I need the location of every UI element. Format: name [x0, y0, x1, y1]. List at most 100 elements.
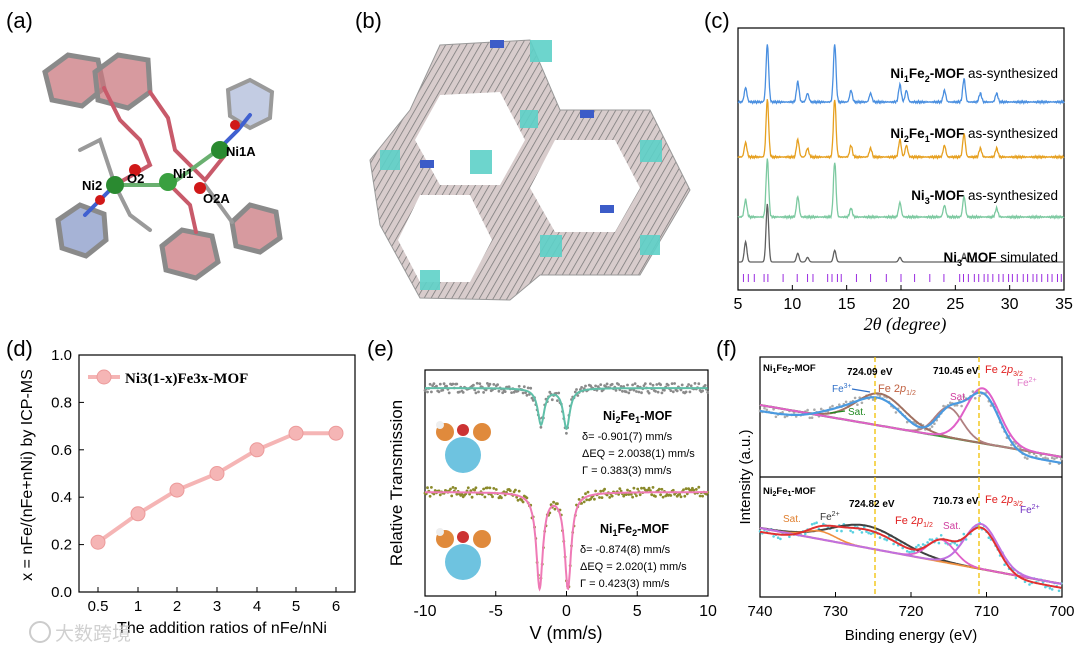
e-fit-1 — [425, 491, 708, 592]
cyan-node-5 — [640, 140, 662, 162]
e-data-point — [455, 382, 459, 386]
e-data-point — [573, 390, 577, 394]
e-data-point — [660, 391, 664, 395]
f-data-point — [844, 400, 848, 404]
e-data-point — [633, 382, 637, 385]
e-data-point — [626, 488, 629, 492]
e-data-point — [649, 489, 652, 492]
e-data-point — [656, 390, 660, 394]
f-data-point — [937, 541, 941, 545]
e-data-point — [694, 488, 698, 491]
f-data-point — [1059, 457, 1063, 461]
e-data-point — [669, 494, 673, 497]
e-xtick-label: 0 — [562, 603, 571, 620]
e-data-point — [435, 384, 438, 388]
f-data-point — [1014, 576, 1018, 580]
f-top-peak1: 724.09 eV — [847, 367, 893, 378]
e-fit-0 — [425, 387, 708, 431]
e-data-point — [474, 486, 478, 490]
f-data-point — [831, 404, 834, 408]
e-data-point — [488, 382, 492, 386]
f-top-arrow-fe3 — [851, 388, 871, 393]
panel-label-a: (a) — [6, 8, 33, 33]
f-data-point — [781, 411, 784, 414]
f-xtick-label: 710 — [974, 603, 999, 620]
e-xtick-label: -10 — [413, 603, 436, 620]
cyan-node-2 — [380, 150, 400, 170]
e-data-point — [680, 383, 684, 387]
e-data-point — [500, 496, 503, 500]
e-data-point — [437, 390, 441, 394]
f-data-point — [930, 538, 934, 541]
f-data-point — [939, 534, 943, 537]
f-data-point — [915, 545, 918, 549]
f-data-point — [1044, 456, 1047, 460]
d-xlabel: The addition ratios of nFe/nNi — [117, 620, 327, 637]
e-data-point — [608, 496, 612, 499]
e-data-point — [492, 383, 496, 386]
f-data-point — [905, 420, 909, 424]
f-data-point — [962, 395, 966, 398]
f-data-point — [867, 531, 870, 535]
e-data-point — [438, 382, 442, 386]
e-data-point — [428, 494, 432, 498]
f-xlabel: Binding energy (eV) — [845, 627, 978, 644]
e-data-point — [678, 492, 682, 496]
e-data-point — [556, 502, 559, 506]
f-data-point — [892, 542, 895, 546]
f-data-point — [1035, 455, 1038, 458]
e-data-point — [531, 399, 535, 402]
f-bot-fe2p12: Fe 2p1/2 — [895, 515, 933, 529]
f-data-point — [953, 541, 957, 545]
d-ytick-group: 0.0 0.2 0.4 0.6 0.8 1.0 — [51, 347, 84, 601]
e-data-point — [586, 490, 590, 494]
molecule-icon-top — [436, 421, 491, 473]
c-xtick-label: 35 — [1055, 296, 1073, 313]
f-top-fe2p12: Fe 2p1/2 — [878, 383, 916, 397]
e-data-point — [451, 486, 455, 489]
c-series-label-1: Ni2Fe1-MOF as-synthesized — [890, 126, 1058, 144]
e-data-point — [638, 493, 642, 497]
e-data-point — [426, 390, 429, 394]
mol-o-2 — [473, 423, 491, 441]
d-ytick-label: 0.6 — [51, 442, 72, 459]
e-data-point — [649, 382, 652, 386]
mol-h-2 — [436, 528, 444, 536]
e-data-point — [521, 391, 525, 395]
e-data-point — [458, 390, 461, 394]
e-data-point — [451, 382, 455, 386]
e-data-point — [466, 486, 470, 490]
f-data-point — [860, 401, 864, 405]
e-data-point — [651, 486, 655, 489]
e-data-point — [599, 489, 603, 493]
e-data-point — [503, 390, 507, 393]
e-data-point — [600, 496, 604, 499]
e-data-point — [683, 494, 687, 498]
e-data-point — [585, 498, 589, 502]
f-bot-peak2: 710.73 eV — [933, 496, 979, 507]
panel-d-chart: 0.0 0.2 0.4 0.6 0.8 1.0 0.5 1 2 3 4 5 6 Ni3(1-x)Fe3… — [19, 347, 356, 637]
e-data-point — [640, 486, 643, 490]
c-xtick-label: 20 — [892, 296, 910, 313]
d-series-group — [90, 425, 344, 550]
f-bot-fe2b: Fe2+ — [1020, 504, 1040, 516]
e-data-point — [492, 487, 496, 490]
f-top-sat1: Sat. — [848, 407, 866, 418]
e-data-point — [666, 383, 670, 387]
c-xtick-label: 5 — [734, 296, 743, 313]
e-series-group — [423, 381, 710, 592]
e-data-point — [508, 489, 512, 493]
f-data-point — [1048, 462, 1052, 465]
e-data-point — [548, 390, 552, 394]
d-xtick-label: 3 — [213, 598, 221, 615]
f-data-point — [926, 541, 929, 544]
f-data-point — [808, 416, 812, 420]
f-bot-peak1: 724.82 eV — [849, 499, 895, 510]
c-series-labels: Ni1Fe2-MOF as-synthesized Ni2Fe1-MOF as-s… — [890, 66, 1058, 268]
f-data-point — [828, 406, 832, 409]
f-data-point — [810, 416, 814, 420]
panel-b-framework — [369, 39, 691, 301]
e-data-point — [469, 489, 473, 492]
f-xtick-label: 700 — [1049, 603, 1074, 620]
f-data-point — [772, 535, 775, 538]
